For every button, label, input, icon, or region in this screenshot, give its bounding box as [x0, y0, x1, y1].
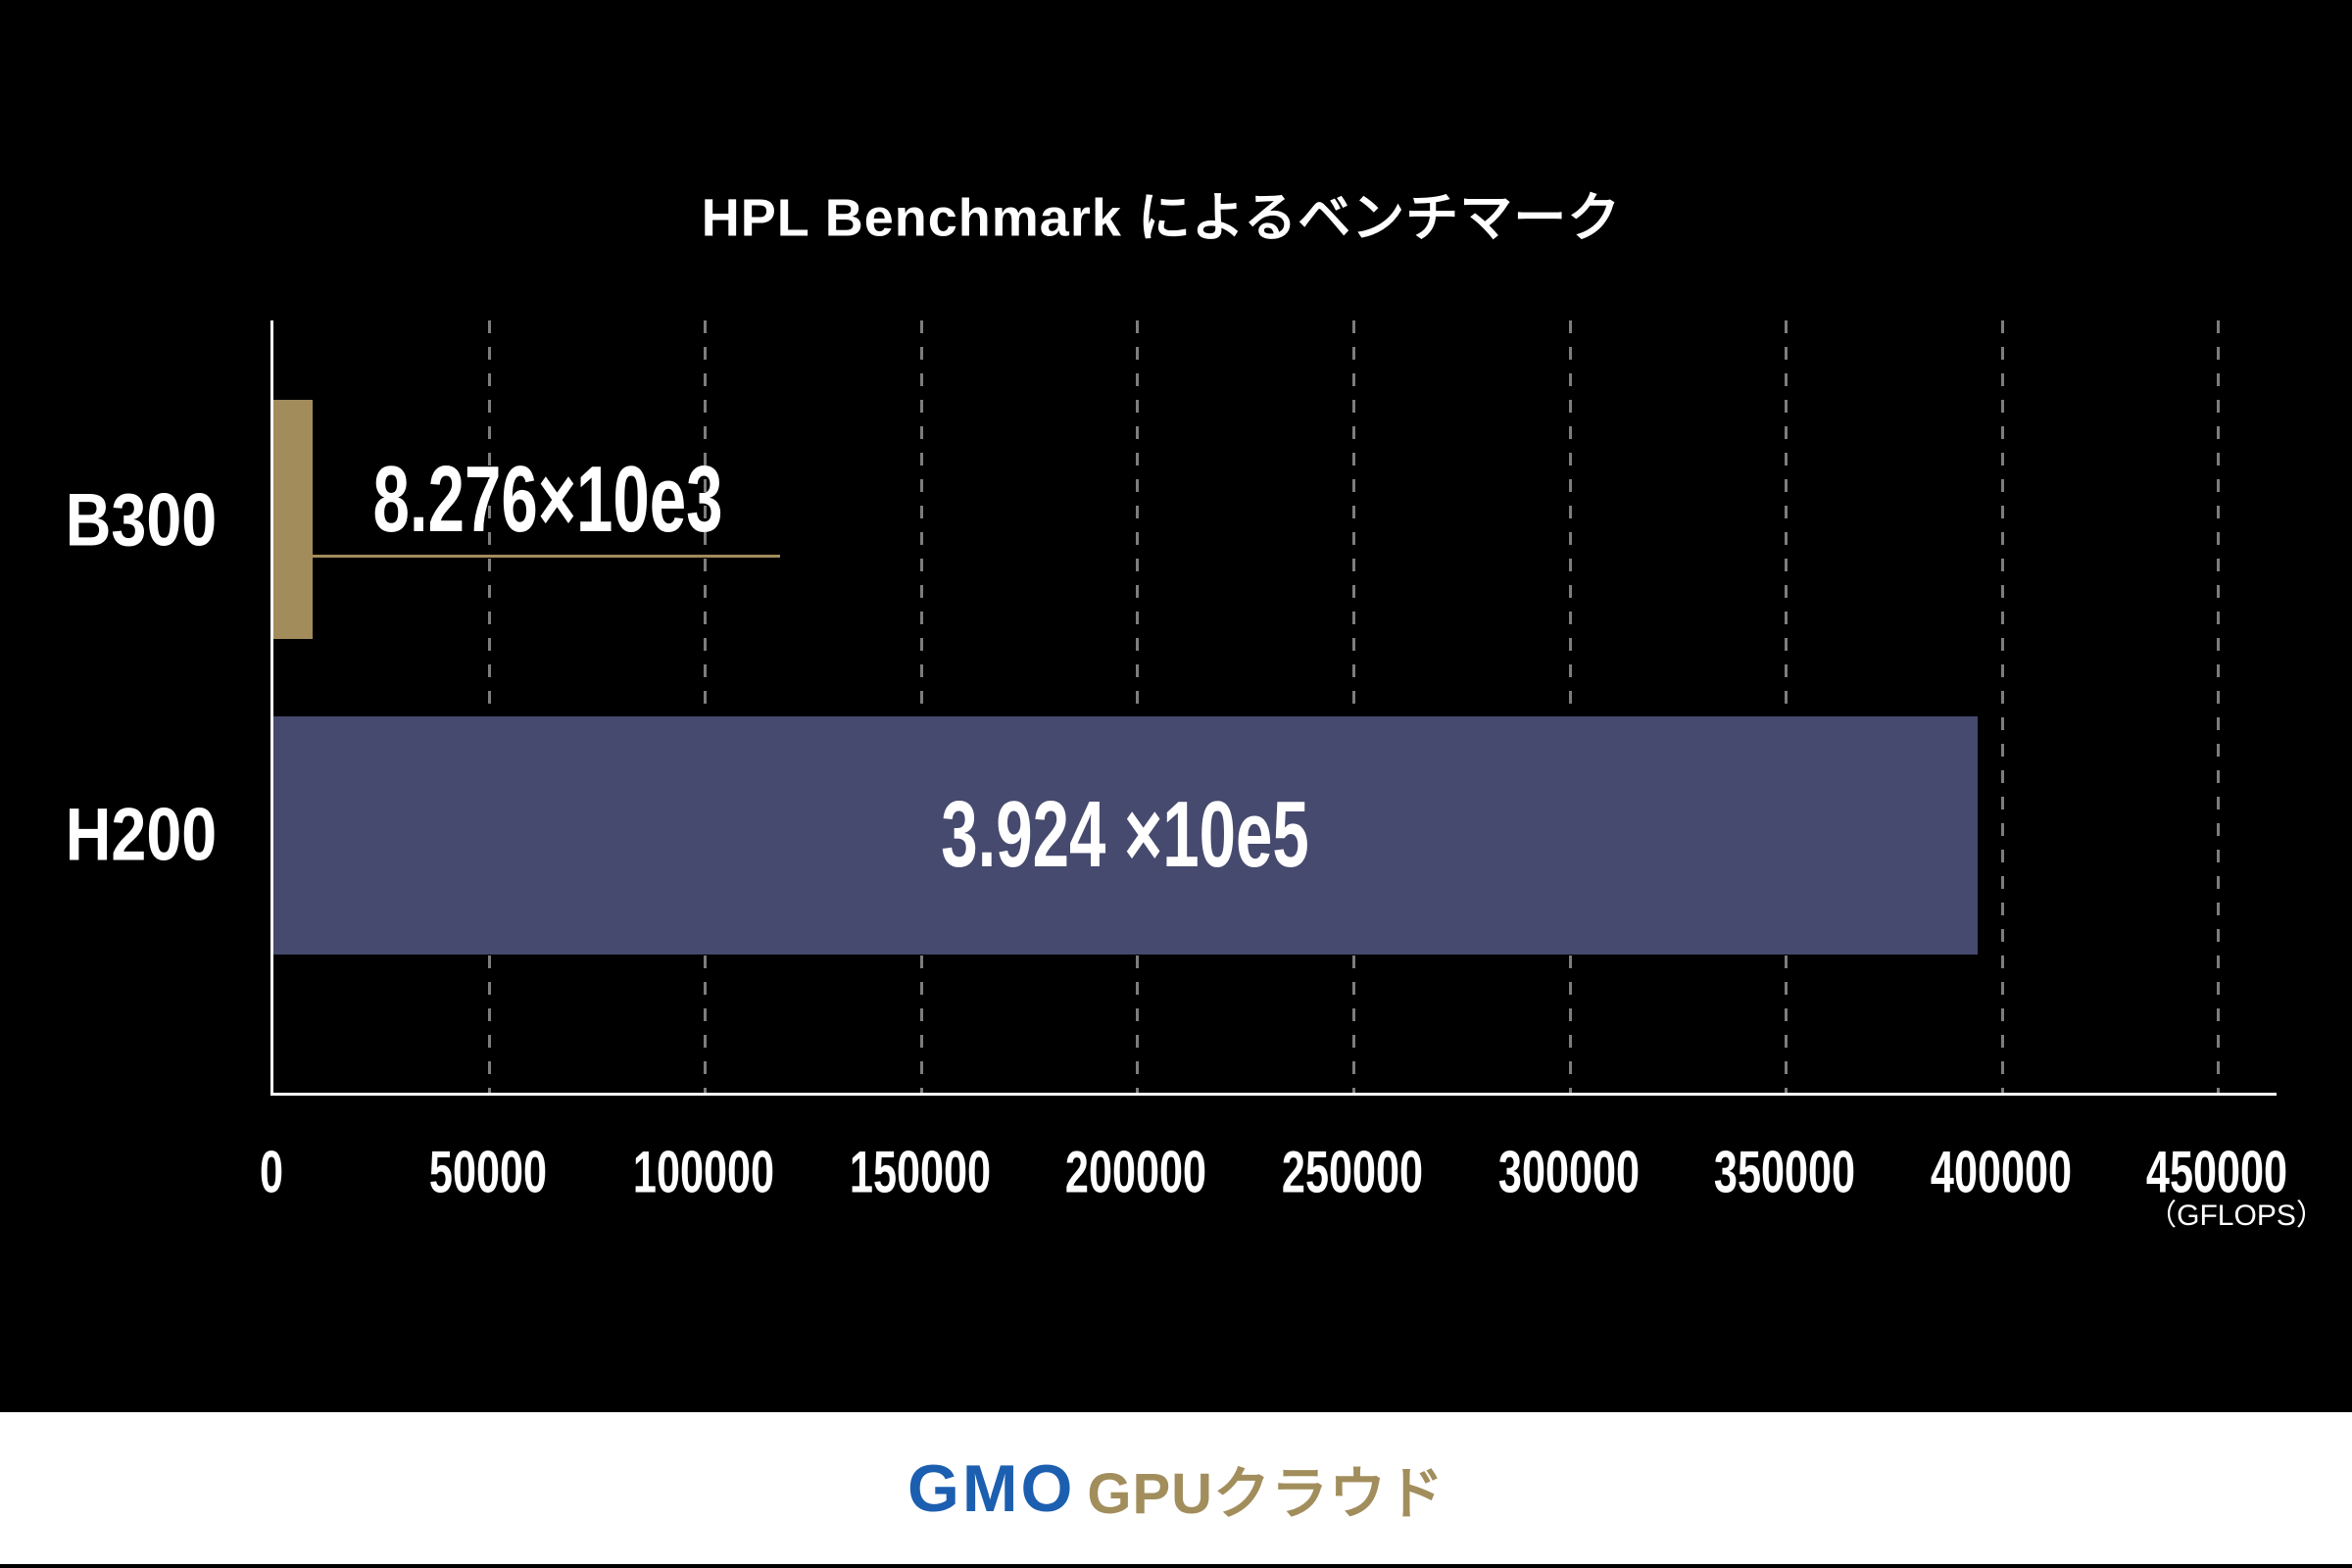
bar-value-b300-text: 8.276×10e3	[372, 447, 723, 552]
tick-label-250000: 250000	[1254, 1139, 1450, 1206]
gridline-200000	[1136, 320, 1139, 1093]
tick-label-300000: 300000	[1471, 1139, 1667, 1206]
footer-band: GMO GPUクラウド	[0, 1412, 2352, 1564]
tick-text-0: 0	[259, 1139, 284, 1205]
tick-text-200000: 200000	[1064, 1139, 1207, 1205]
gridline-50000	[488, 320, 491, 1093]
gridline-350000	[1785, 320, 1788, 1093]
category-label-b300-text: B300	[65, 478, 218, 563]
gmo-gpu-cloud-logo: GMO GPUクラウド	[907, 1447, 1445, 1530]
tick-label-400000: 400000	[1903, 1139, 2099, 1206]
tick-text-250000: 250000	[1281, 1139, 1424, 1205]
category-label-h200-text: H200	[65, 793, 218, 877]
tick-label-0: 0	[255, 1139, 287, 1206]
gpu-cloud-logo-text: GPUクラウド	[1087, 1461, 1446, 1526]
bar-b300	[273, 400, 313, 639]
tick-text-50000: 50000	[428, 1139, 548, 1205]
chart-title: HPL Benchmark によるベンチマーク	[701, 188, 1622, 248]
gmo-logo-text: GMO	[906, 1450, 1076, 1526]
bar-value-b300: 8.276×10e3	[298, 446, 798, 554]
bar-h200	[273, 716, 1978, 955]
y-axis-line	[270, 320, 273, 1096]
bar-value-h200: 3.924 ×10e5	[862, 781, 1389, 889]
tick-label-100000: 100000	[606, 1139, 802, 1206]
gridline-450000	[2217, 320, 2220, 1093]
tick-text-150000: 150000	[849, 1139, 992, 1205]
gridline-250000	[1352, 320, 1355, 1093]
gridline-400000	[2001, 320, 2004, 1093]
gridline-100000	[704, 320, 707, 1093]
gridline-300000	[1569, 320, 1572, 1093]
bar-value-h200-text: 3.924 ×10e5	[941, 782, 1309, 887]
tick-label-350000: 350000	[1687, 1139, 1883, 1206]
tick-text-400000: 400000	[1930, 1139, 2073, 1205]
b300-leader-line	[312, 555, 780, 558]
tick-label-50000: 50000	[407, 1139, 570, 1206]
tick-label-200000: 200000	[1038, 1139, 1234, 1206]
bottom-edge-strip	[0, 1564, 2352, 1568]
tick-label-150000: 150000	[822, 1139, 1018, 1206]
tick-text-100000: 100000	[632, 1139, 775, 1205]
tick-label-450000: 450000	[2119, 1139, 2315, 1206]
x-axis-unit-label: （GFLOPS）	[2147, 1200, 2326, 1232]
gridline-150000	[920, 320, 923, 1093]
tick-text-350000: 350000	[1713, 1139, 1856, 1205]
tick-text-450000: 450000	[2145, 1139, 2288, 1205]
category-label-b300: B300	[52, 478, 230, 564]
category-label-h200: H200	[52, 793, 230, 878]
x-axis-line	[270, 1093, 2277, 1096]
tick-text-300000: 300000	[1497, 1139, 1641, 1205]
